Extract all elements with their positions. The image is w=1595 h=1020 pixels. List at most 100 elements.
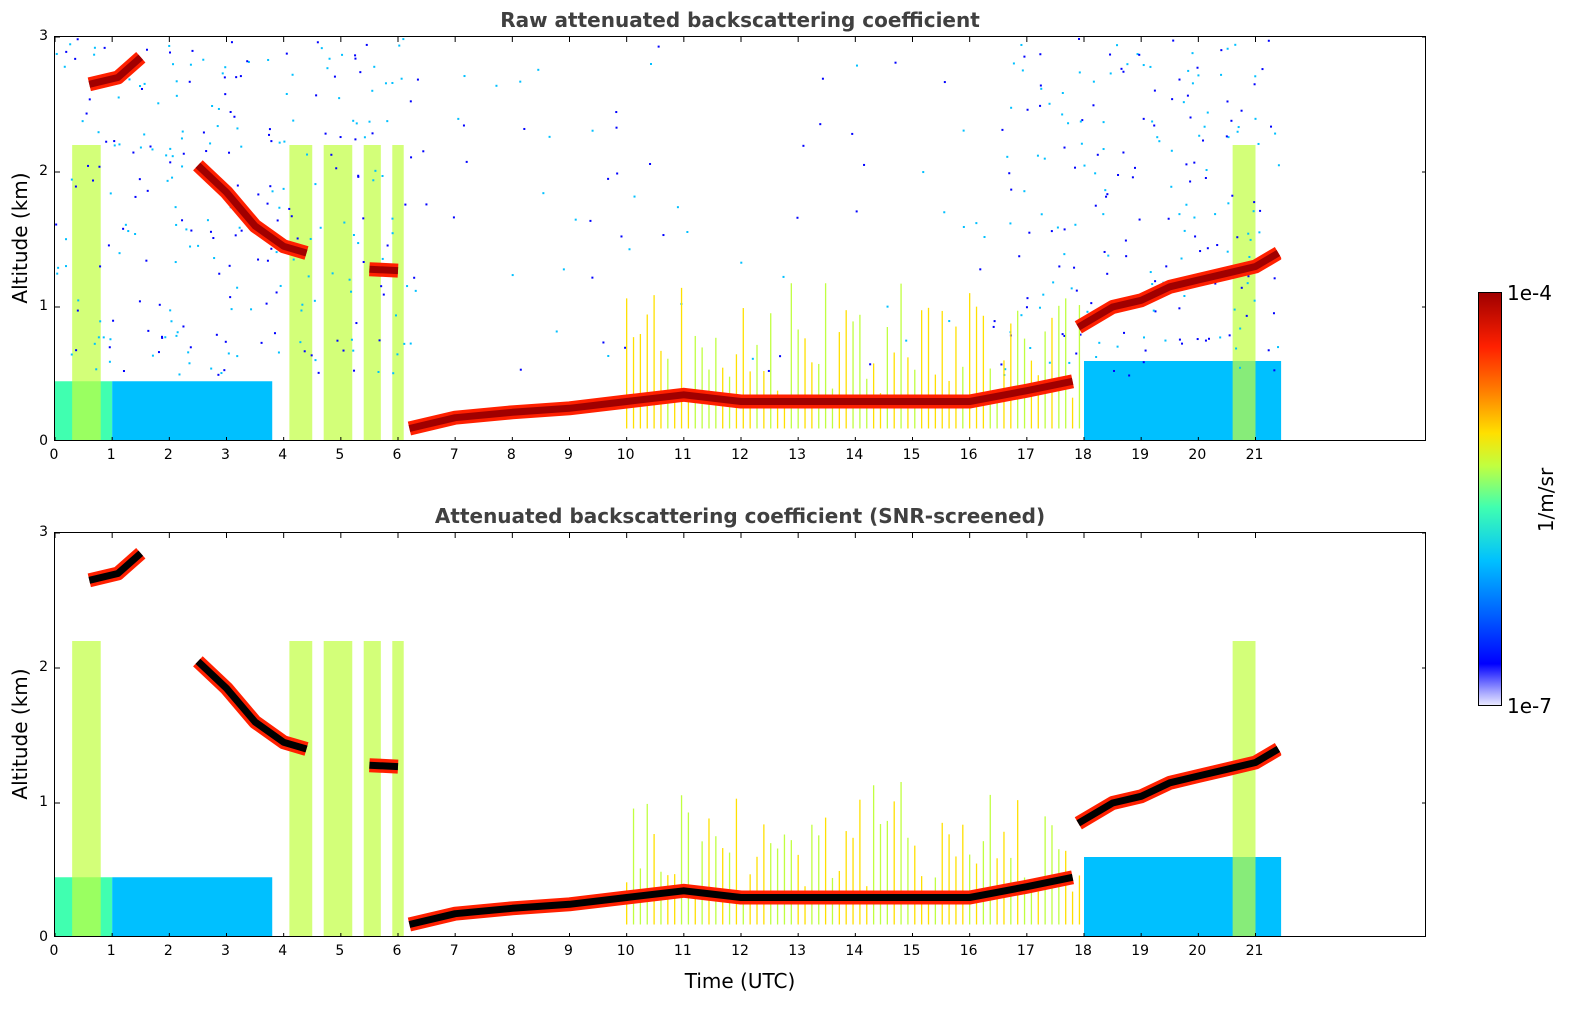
noise-pixel (1220, 49, 1223, 52)
noise-pixel (76, 309, 79, 312)
noise-pixel (175, 223, 178, 226)
noise-pixel (313, 299, 316, 302)
noise-pixel (1199, 250, 1202, 253)
noise-pixel (290, 215, 293, 218)
noise-pixel (1144, 349, 1147, 352)
noise-pixel (624, 346, 627, 349)
noise-pixel (63, 65, 66, 68)
noise-pixel (1248, 255, 1251, 258)
noise-pixel (354, 54, 357, 57)
noise-pixel (519, 80, 522, 83)
noise-pixel (357, 175, 360, 178)
noise-pixel (230, 41, 233, 44)
noise-pixel (140, 87, 143, 90)
noise-pixel (170, 320, 173, 323)
noise-pixel (1187, 69, 1190, 72)
cloud-layer-high (88, 550, 144, 584)
noise-pixel (268, 128, 271, 131)
boundary-layer-aerosol (408, 873, 1074, 928)
no-data-region (1281, 37, 1425, 440)
noise-pixel (1239, 366, 1242, 369)
noise-pixel (339, 136, 342, 139)
x-tick-label: 9 (564, 943, 573, 959)
noise-pixel (182, 152, 185, 155)
noise-pixel (649, 162, 652, 165)
noise-pixel (190, 229, 193, 232)
noise-pixel (1206, 111, 1209, 114)
noise-pixel (1167, 217, 1170, 220)
precip-streak (72, 145, 101, 440)
noise-pixel (134, 195, 137, 198)
noise-pixel (1012, 62, 1015, 65)
noise-pixel (620, 235, 623, 238)
x-tick-label: 2 (163, 943, 173, 959)
noise-pixel (147, 329, 150, 332)
noise-pixel (1050, 230, 1053, 233)
x-tick-label: 19 (1131, 447, 1150, 463)
noise-pixel (187, 351, 190, 354)
noise-pixel (97, 131, 100, 134)
x-tick-label: 18 (1074, 943, 1092, 959)
noise-pixel (1079, 333, 1082, 336)
noise-pixel (398, 44, 401, 47)
noise-pixel (1236, 236, 1239, 239)
noise-pixel (139, 146, 142, 149)
noise-pixel (1205, 169, 1208, 172)
noise-pixel (113, 140, 116, 143)
noise-pixel (574, 218, 577, 221)
noise-pixel (537, 68, 540, 71)
noise-pixel (1142, 361, 1145, 364)
x-tick-label: 11 (673, 447, 692, 463)
noise-pixel (362, 217, 365, 220)
noise-pixel (422, 150, 425, 153)
noise-pixel (1028, 231, 1031, 234)
noise-pixel (462, 124, 465, 127)
noise-pixel (275, 251, 278, 254)
x-tick-label: 10 (616, 943, 635, 959)
noise-pixel (1026, 297, 1029, 300)
precip-streak (363, 145, 381, 440)
noise-pixel (628, 248, 631, 251)
noise-pixel (374, 169, 377, 172)
noise-pixel (1219, 336, 1222, 339)
noise-pixel (1193, 161, 1196, 164)
noise-pixel (211, 105, 214, 108)
noise-pixel (227, 352, 230, 355)
noise-pixel (465, 160, 468, 163)
noise-pixel (283, 140, 286, 143)
noise-pixel (180, 137, 183, 140)
noise-pixel (406, 285, 409, 288)
noise-pixel (331, 272, 334, 275)
noise-pixel (1158, 140, 1161, 143)
noise-pixel (1191, 52, 1194, 55)
noise-pixel (1109, 53, 1112, 56)
noise-pixel (416, 78, 419, 81)
noise-pixel (320, 47, 323, 50)
noise-pixel (403, 342, 406, 345)
noise-pixel (1227, 202, 1230, 205)
noise-pixel (1096, 153, 1099, 156)
noise-pixel (1151, 120, 1154, 123)
noise-pixel (922, 171, 925, 174)
noise-pixel (257, 258, 260, 261)
noise-pixel (276, 219, 279, 222)
noise-pixel (1253, 83, 1256, 86)
noise-pixel (188, 362, 191, 365)
noise-pixel (1153, 89, 1156, 92)
noise-pixel (314, 359, 317, 362)
noise-pixel (168, 44, 171, 47)
heatmap-snr-plot (55, 533, 1425, 936)
noise-pixel (1207, 337, 1210, 340)
noise-pixel (1196, 66, 1199, 69)
x-tick-label: 7 (449, 943, 459, 959)
noise-pixel (377, 370, 380, 373)
noise-pixel (1226, 100, 1229, 103)
noise-pixel (1147, 361, 1150, 364)
x-tick-label: 1 (106, 943, 116, 959)
noise-pixel (354, 57, 357, 60)
noise-pixel (188, 80, 191, 83)
noise-pixel (1001, 128, 1004, 131)
noise-pixel (145, 259, 148, 262)
noise-pixel (149, 145, 152, 148)
noise-pixel (615, 126, 618, 129)
